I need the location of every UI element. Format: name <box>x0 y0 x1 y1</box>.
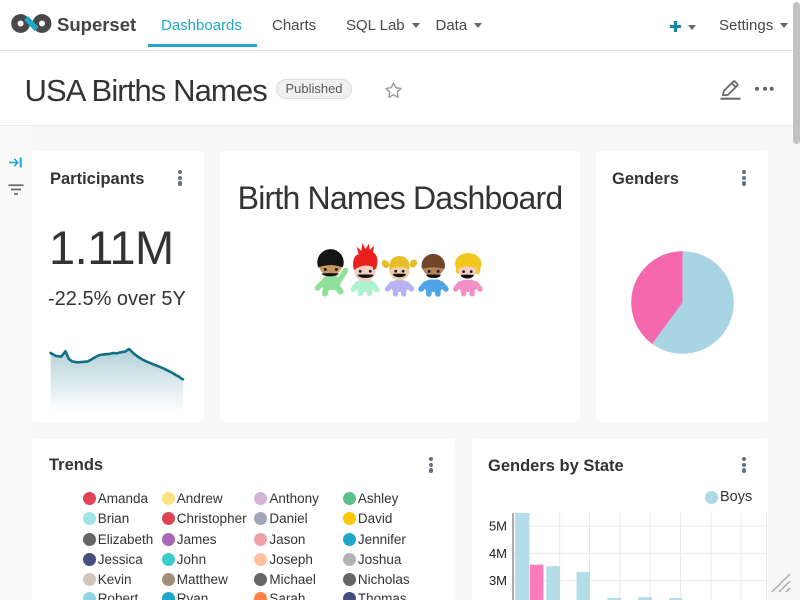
svg-text:4M: 4M <box>489 546 507 561</box>
svg-text:5M: 5M <box>489 519 507 534</box>
svg-text:3M: 3M <box>489 573 507 588</box>
